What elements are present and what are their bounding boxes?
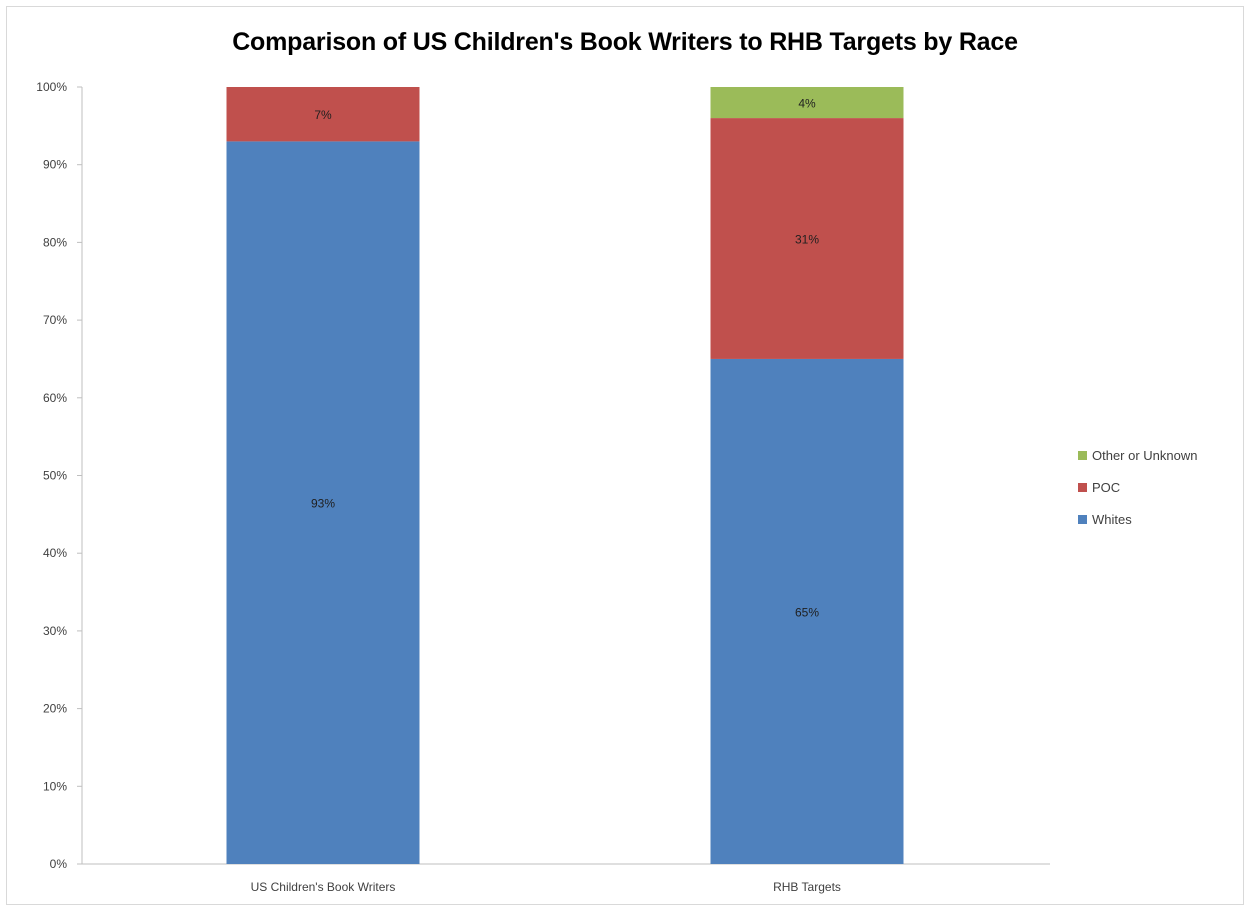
y-tick-label: 0% [50,857,68,871]
data-label: 93% [311,497,335,511]
legend-label: POC [1092,480,1120,495]
bar-segment-whites [710,358,904,864]
y-tick-label: 70% [43,313,67,327]
data-label: 31% [795,233,819,247]
x-tick-label: RHB Targets [773,880,841,894]
x-tick-label: US Children's Book Writers [251,880,396,894]
bar-segment-poc [226,87,420,142]
y-tick-label: 30% [43,624,67,638]
legend-label: Whites [1092,512,1132,527]
chart-title: Comparison of US Children's Book Writers… [232,28,1018,56]
legend-label: Other or Unknown [1092,448,1198,463]
y-tick-label: 20% [43,702,67,716]
y-tick-label: 80% [43,235,67,249]
y-tick-label: 100% [36,80,67,94]
legend-swatch [1078,483,1087,492]
y-tick-label: 60% [43,391,67,405]
chart-axes: 0% 10% 20% 30% 40% 50% 60% 70% 80% 90% 100% US Chil… [36,80,1050,894]
legend-swatch [1078,451,1087,460]
bar-series: 93% 7% 65% 31% 4% [226,87,904,864]
y-tick-label: 90% [43,158,67,172]
chart-frame [6,6,1244,905]
legend-swatch [1078,515,1087,524]
bar-segment-poc [710,118,904,359]
data-label: 4% [798,97,816,111]
y-tick-label: 40% [43,546,67,560]
y-tick-label: 10% [43,779,67,793]
y-tick-label: 50% [43,469,67,483]
legend: Other or Unknown POC Whites [1078,448,1198,527]
data-label: 65% [795,605,819,619]
data-label: 7% [314,108,332,122]
bar-segment-whites [226,141,420,864]
bar-segment-other-or-unknown [710,87,904,119]
